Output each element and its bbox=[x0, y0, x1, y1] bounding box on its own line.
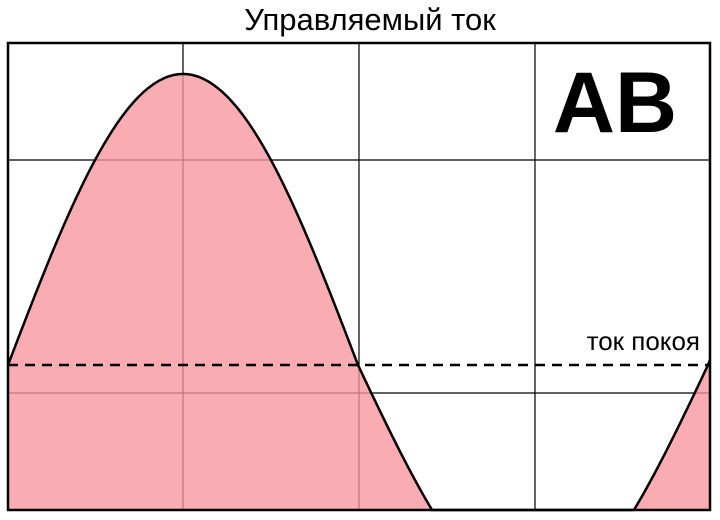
frame bbox=[6, 41, 712, 512]
title: Управляемый ток bbox=[244, 2, 496, 37]
bias-label: ток покоя bbox=[587, 326, 700, 356]
current-area bbox=[8, 74, 710, 510]
mode-label: AB bbox=[553, 55, 677, 151]
